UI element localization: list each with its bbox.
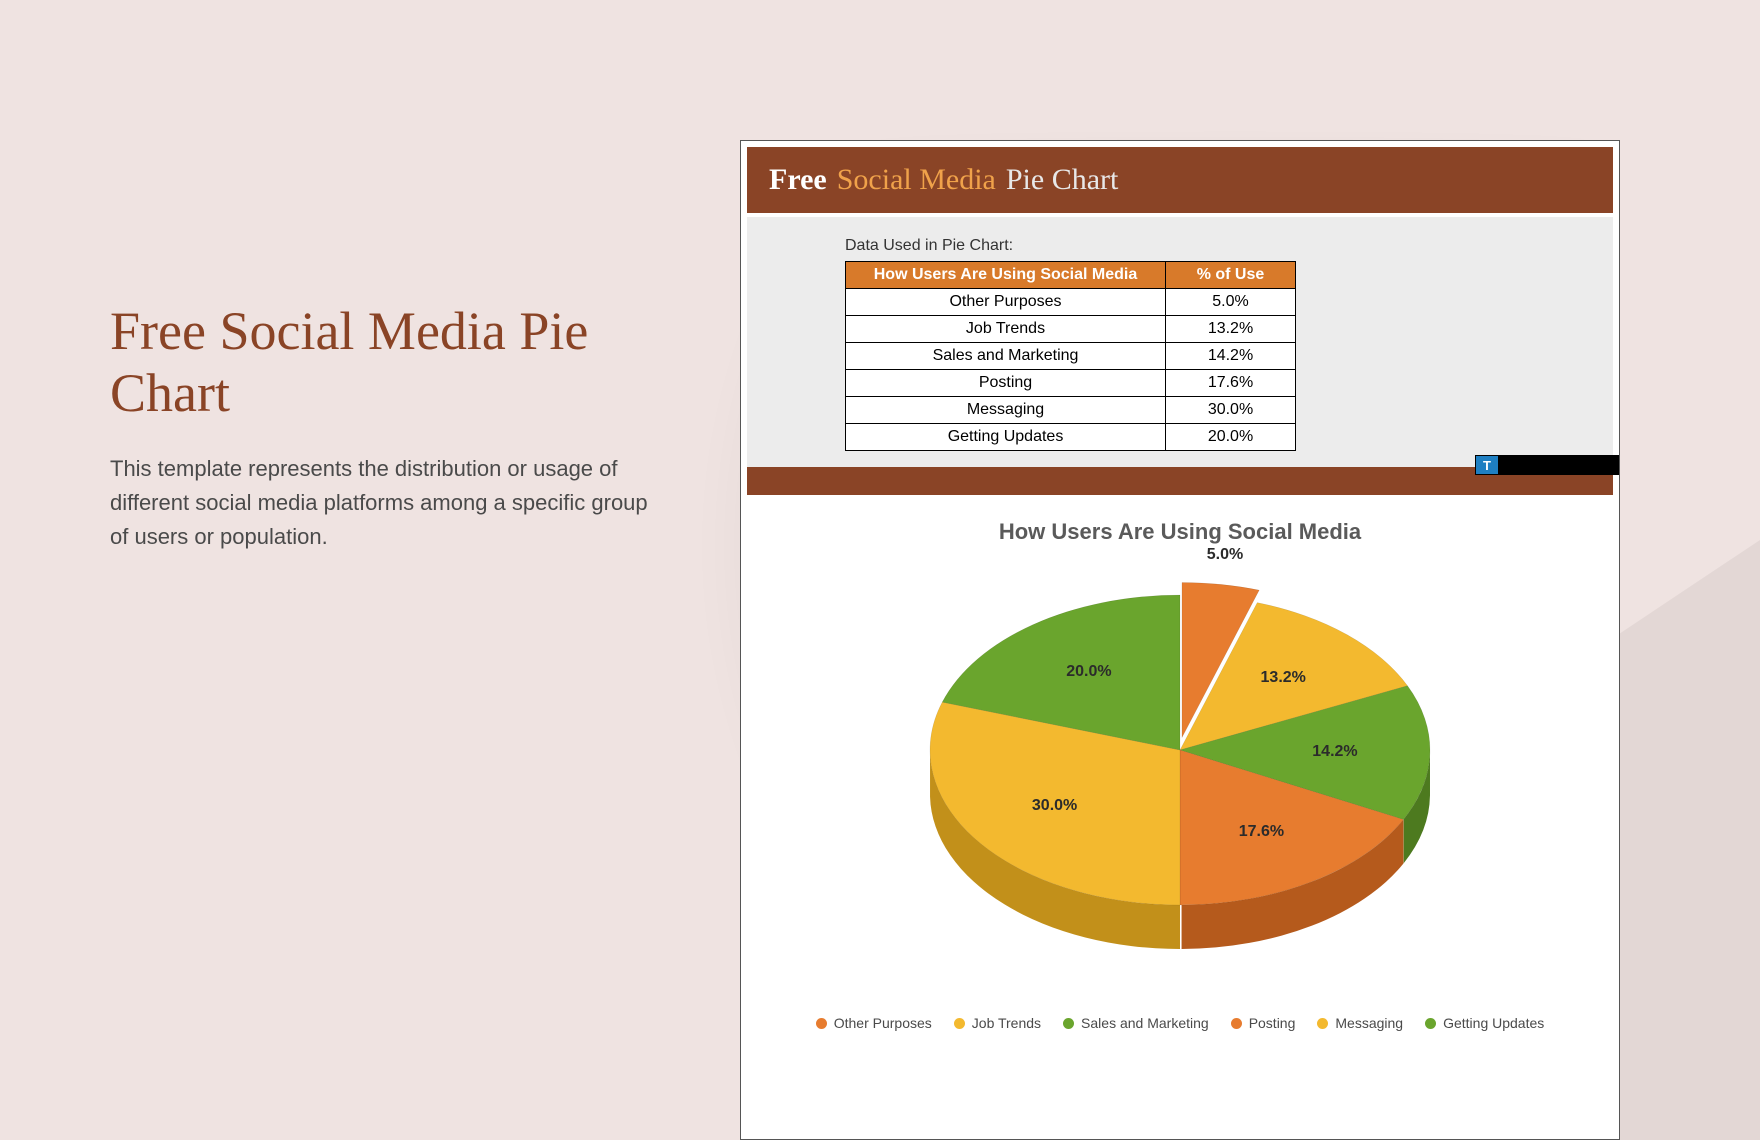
table-header: How Users Are Using Social Media bbox=[846, 262, 1166, 289]
legend-swatch-icon bbox=[1231, 1018, 1242, 1029]
table-header: % of Use bbox=[1166, 262, 1296, 289]
pie-slice-label: 14.2% bbox=[1312, 743, 1357, 761]
table-caption: Data Used in Pie Chart: bbox=[845, 237, 1603, 255]
promo-description: This template represents the distributio… bbox=[110, 452, 670, 554]
pie-slice-label: 13.2% bbox=[1261, 669, 1306, 687]
table-row: Other Purposes5.0% bbox=[846, 289, 1296, 316]
data-table: How Users Are Using Social Media% of Use… bbox=[845, 261, 1296, 451]
header-word-2: Social Media bbox=[837, 163, 996, 197]
pie-slice-label: 5.0% bbox=[1207, 546, 1243, 564]
table-cell: Sales and Marketing bbox=[846, 343, 1166, 370]
chart-title: How Users Are Using Social Media bbox=[747, 519, 1613, 545]
legend-item: Job Trends bbox=[954, 1015, 1041, 1031]
legend-label: Getting Updates bbox=[1443, 1015, 1544, 1031]
promo-title: Free Social Media Pie Chart bbox=[110, 300, 670, 424]
legend-swatch-icon bbox=[1317, 1018, 1328, 1029]
chart-section: How Users Are Using Social Media 5.0% 13.… bbox=[747, 501, 1613, 1031]
table-row: Posting17.6% bbox=[846, 370, 1296, 397]
table-cell: Getting Updates bbox=[846, 424, 1166, 451]
legend-item: Messaging bbox=[1317, 1015, 1403, 1031]
document-preview: Free Social Media Pie Chart Data Used in… bbox=[740, 140, 1620, 1140]
table-cell: 13.2% bbox=[1166, 316, 1296, 343]
tag-strip: T bbox=[1475, 455, 1619, 475]
legend-swatch-icon bbox=[954, 1018, 965, 1029]
legend-item: Posting bbox=[1231, 1015, 1296, 1031]
legend-swatch-icon bbox=[1425, 1018, 1436, 1029]
legend-item: Other Purposes bbox=[816, 1015, 932, 1031]
table-cell: 5.0% bbox=[1166, 289, 1296, 316]
legend-item: Sales and Marketing bbox=[1063, 1015, 1209, 1031]
table-cell: Posting bbox=[846, 370, 1166, 397]
pie-slice-label: 20.0% bbox=[1066, 663, 1111, 681]
table-cell: Messaging bbox=[846, 397, 1166, 424]
legend-swatch-icon bbox=[816, 1018, 827, 1029]
header-word-1: Free bbox=[769, 163, 827, 197]
pie-slice-label: 30.0% bbox=[1032, 797, 1077, 815]
legend-label: Sales and Marketing bbox=[1081, 1015, 1209, 1031]
template-badge-bar bbox=[1499, 455, 1619, 475]
header-word-3: Pie Chart bbox=[1006, 163, 1119, 197]
document-header: Free Social Media Pie Chart bbox=[747, 147, 1613, 213]
legend-label: Job Trends bbox=[972, 1015, 1041, 1031]
pie-slice-label: 17.6% bbox=[1239, 823, 1284, 841]
legend-label: Other Purposes bbox=[834, 1015, 932, 1031]
pie-chart: 5.0%13.2%14.2%17.6%30.0%20.0% bbox=[900, 575, 1460, 975]
table-row: Sales and Marketing14.2% bbox=[846, 343, 1296, 370]
table-cell: 20.0% bbox=[1166, 424, 1296, 451]
table-cell: 30.0% bbox=[1166, 397, 1296, 424]
table-row: Job Trends13.2% bbox=[846, 316, 1296, 343]
legend-swatch-icon bbox=[1063, 1018, 1074, 1029]
template-badge-icon: T bbox=[1475, 455, 1499, 475]
table-cell: 14.2% bbox=[1166, 343, 1296, 370]
legend-label: Posting bbox=[1249, 1015, 1296, 1031]
table-cell: Job Trends bbox=[846, 316, 1166, 343]
chart-legend: Other Purposes Job Trends Sales and Market… bbox=[747, 1015, 1613, 1031]
pie-svg bbox=[900, 575, 1460, 975]
table-cell: Other Purposes bbox=[846, 289, 1166, 316]
data-section: Data Used in Pie Chart: How Users Are Us… bbox=[747, 217, 1613, 467]
promo-block: Free Social Media Pie Chart This templat… bbox=[110, 300, 670, 554]
table-cell: 17.6% bbox=[1166, 370, 1296, 397]
table-row: Messaging30.0% bbox=[846, 397, 1296, 424]
table-row: Getting Updates20.0% bbox=[846, 424, 1296, 451]
legend-item: Getting Updates bbox=[1425, 1015, 1544, 1031]
legend-label: Messaging bbox=[1335, 1015, 1403, 1031]
